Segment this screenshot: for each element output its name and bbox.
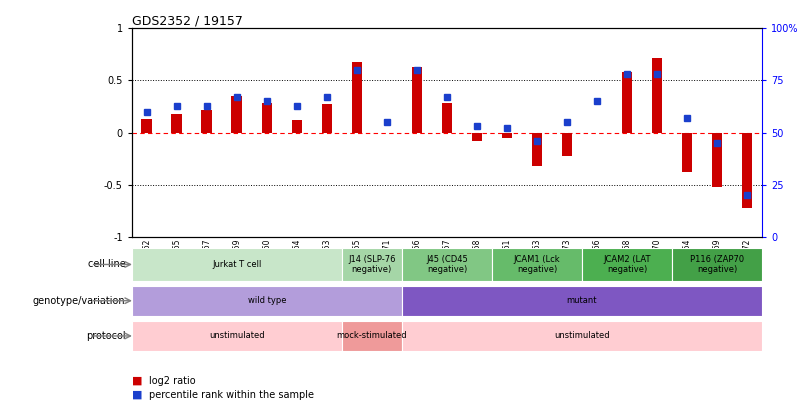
Text: percentile rank within the sample: percentile rank within the sample bbox=[149, 390, 314, 400]
Bar bbox=[291, 120, 302, 133]
Bar bbox=[652, 58, 662, 133]
Bar bbox=[352, 62, 362, 133]
Text: log2 ratio: log2 ratio bbox=[149, 376, 196, 386]
Bar bbox=[402, 248, 492, 281]
Bar bbox=[502, 133, 512, 138]
Bar bbox=[402, 286, 762, 316]
Bar bbox=[262, 103, 272, 133]
Text: JCAM2 (LAT
negative): JCAM2 (LAT negative) bbox=[603, 255, 650, 274]
Bar bbox=[492, 248, 582, 281]
Bar bbox=[141, 119, 152, 133]
Bar bbox=[562, 133, 572, 156]
Text: genotype/variation: genotype/variation bbox=[33, 296, 125, 306]
Text: J14 (SLP-76
negative): J14 (SLP-76 negative) bbox=[348, 255, 396, 274]
Text: unstimulated: unstimulated bbox=[554, 331, 610, 341]
Bar bbox=[172, 114, 182, 133]
Bar bbox=[712, 133, 722, 187]
Text: mutant: mutant bbox=[567, 296, 597, 305]
Bar bbox=[132, 286, 402, 316]
Bar bbox=[132, 248, 342, 281]
Bar bbox=[342, 248, 402, 281]
Text: ■: ■ bbox=[132, 376, 142, 386]
Bar bbox=[531, 133, 542, 166]
Text: GDS2352 / 19157: GDS2352 / 19157 bbox=[132, 14, 243, 27]
Text: mock-stimulated: mock-stimulated bbox=[337, 331, 407, 341]
Bar bbox=[342, 321, 402, 351]
Text: J45 (CD45
negative): J45 (CD45 negative) bbox=[426, 255, 468, 274]
Bar bbox=[672, 248, 762, 281]
Bar bbox=[681, 133, 693, 172]
Text: P116 (ZAP70
negative): P116 (ZAP70 negative) bbox=[690, 255, 744, 274]
Bar bbox=[472, 133, 482, 141]
Text: unstimulated: unstimulated bbox=[209, 331, 265, 341]
Bar bbox=[231, 96, 242, 133]
Bar bbox=[412, 67, 422, 133]
Bar bbox=[402, 321, 762, 351]
Text: cell line: cell line bbox=[88, 260, 125, 269]
Bar bbox=[441, 103, 452, 133]
Bar bbox=[582, 248, 672, 281]
Text: ■: ■ bbox=[132, 390, 142, 400]
Bar bbox=[622, 72, 632, 133]
Text: Jurkat T cell: Jurkat T cell bbox=[212, 260, 262, 269]
Bar bbox=[322, 104, 332, 133]
Text: protocol: protocol bbox=[85, 331, 125, 341]
Bar bbox=[132, 321, 342, 351]
Bar bbox=[201, 110, 212, 133]
Text: JCAM1 (Lck
negative): JCAM1 (Lck negative) bbox=[514, 255, 560, 274]
Text: wild type: wild type bbox=[247, 296, 286, 305]
Bar bbox=[742, 133, 753, 208]
